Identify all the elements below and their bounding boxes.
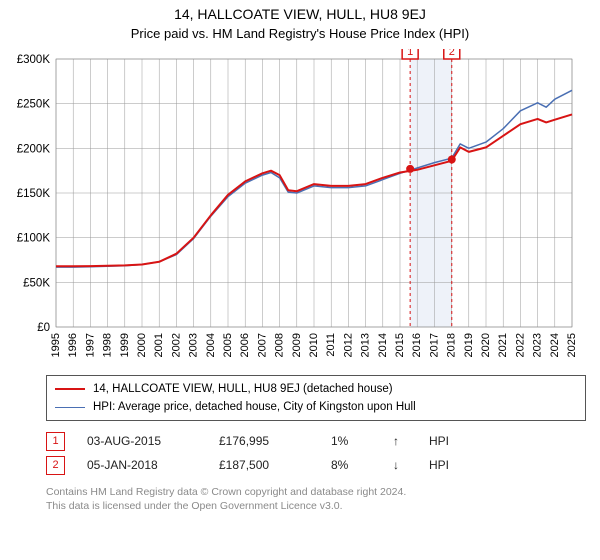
sale-date: 05-JAN-2018 — [87, 458, 197, 472]
svg-text:2004: 2004 — [205, 333, 217, 357]
legend-swatch — [55, 388, 85, 390]
sale-events: 1 03-AUG-2015 £176,995 1% ↑ HPI 2 05-JAN-2018 £1… — [46, 429, 586, 477]
arrow-icon: ↓ — [393, 458, 407, 472]
svg-text:2000: 2000 — [136, 333, 148, 357]
sale-marker-icon: 1 — [46, 432, 65, 451]
svg-text:2014: 2014 — [377, 333, 389, 357]
svg-text:1998: 1998 — [102, 333, 114, 357]
sale-price: £187,500 — [219, 458, 309, 472]
svg-text:£300K: £300K — [17, 54, 51, 66]
svg-text:2001: 2001 — [153, 333, 165, 357]
svg-text:2023: 2023 — [532, 333, 544, 357]
legend-swatch — [55, 407, 85, 408]
svg-text:1996: 1996 — [67, 333, 79, 357]
sale-hpi: HPI — [429, 434, 469, 448]
sale-row: 2 05-JAN-2018 £187,500 8% ↓ HPI — [46, 453, 586, 477]
svg-text:2005: 2005 — [222, 333, 234, 357]
svg-text:1: 1 — [407, 49, 413, 58]
sale-date: 03-AUG-2015 — [87, 434, 197, 448]
svg-text:2006: 2006 — [239, 333, 251, 357]
svg-text:£150K: £150K — [17, 188, 51, 200]
legend-label: HPI: Average price, detached house, City… — [93, 401, 416, 413]
chart-container: £0 £50K £100K £150K £200K £250K £300K 1995 1996 1… — [14, 49, 586, 369]
svg-text:£250K: £250K — [17, 99, 51, 111]
svg-text:1995: 1995 — [50, 333, 62, 357]
svg-text:2013: 2013 — [360, 333, 372, 357]
svg-text:2012: 2012 — [342, 333, 354, 357]
svg-text:2002: 2002 — [170, 333, 182, 357]
svg-text:2011: 2011 — [325, 333, 337, 357]
legend-item: 14, HALLCOATE VIEW, HULL, HU8 9EJ (detac… — [55, 380, 577, 398]
svg-text:£0: £0 — [37, 322, 50, 334]
sale-marker-icon: 2 — [46, 456, 65, 475]
svg-text:2018: 2018 — [446, 333, 458, 357]
sale-pct: 1% — [331, 434, 371, 448]
page-subtitle: Price paid vs. HM Land Registry's House … — [0, 26, 600, 41]
svg-text:£100K: £100K — [17, 233, 51, 245]
legend-item: HPI: Average price, detached house, City… — [55, 398, 577, 416]
page-title: 14, HALLCOATE VIEW, HULL, HU8 9EJ — [0, 6, 600, 22]
footer-line: Contains HM Land Registry data © Crown c… — [46, 485, 586, 499]
svg-text:2017: 2017 — [428, 333, 440, 357]
svg-text:1997: 1997 — [84, 333, 96, 357]
svg-text:2015: 2015 — [394, 333, 406, 357]
legend-label: 14, HALLCOATE VIEW, HULL, HU8 9EJ (detac… — [93, 383, 393, 395]
svg-text:2008: 2008 — [274, 333, 286, 357]
arrow-icon: ↑ — [393, 434, 407, 448]
svg-text:1999: 1999 — [119, 333, 131, 357]
svg-text:£200K: £200K — [17, 143, 51, 155]
svg-text:2: 2 — [449, 49, 455, 58]
sale-row: 1 03-AUG-2015 £176,995 1% ↑ HPI — [46, 429, 586, 453]
footer-attribution: Contains HM Land Registry data © Crown c… — [46, 485, 586, 513]
svg-text:2022: 2022 — [514, 333, 526, 357]
sale-price: £176,995 — [219, 434, 309, 448]
svg-text:2016: 2016 — [411, 333, 423, 357]
sale-hpi: HPI — [429, 458, 469, 472]
svg-text:2003: 2003 — [188, 333, 200, 357]
svg-text:2024: 2024 — [549, 333, 561, 357]
svg-text:2009: 2009 — [291, 333, 303, 357]
svg-text:2020: 2020 — [480, 333, 492, 357]
legend: 14, HALLCOATE VIEW, HULL, HU8 9EJ (detac… — [46, 375, 586, 421]
svg-text:2019: 2019 — [463, 333, 475, 357]
svg-text:£50K: £50K — [23, 277, 50, 289]
line-chart: £0 £50K £100K £150K £200K £250K £300K 1995 1996 1… — [14, 49, 586, 369]
svg-text:2007: 2007 — [256, 333, 268, 357]
svg-text:2010: 2010 — [308, 333, 320, 357]
svg-text:2021: 2021 — [497, 333, 509, 357]
footer-line: This data is licensed under the Open Gov… — [46, 499, 586, 513]
sale-pct: 8% — [331, 458, 371, 472]
svg-text:2025: 2025 — [566, 333, 578, 357]
